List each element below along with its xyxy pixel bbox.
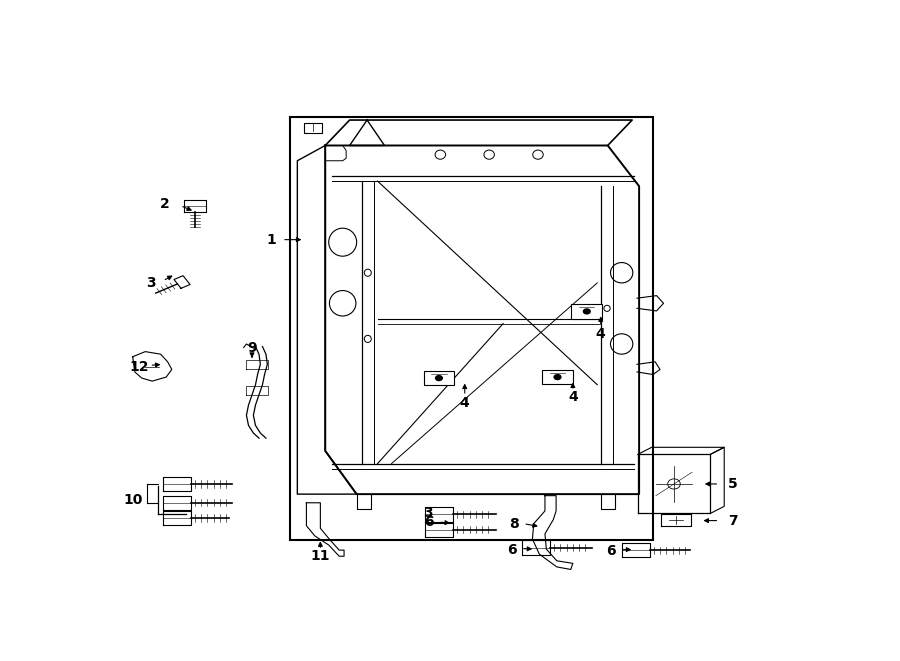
Bar xyxy=(304,122,322,133)
Text: 6: 6 xyxy=(424,515,433,529)
Bar xyxy=(424,371,454,385)
Text: 3: 3 xyxy=(423,506,433,520)
Text: 2: 2 xyxy=(160,197,170,211)
Bar xyxy=(291,118,653,540)
Text: 10: 10 xyxy=(123,493,143,507)
Circle shape xyxy=(436,375,442,381)
Text: 4: 4 xyxy=(596,327,606,341)
Text: 4: 4 xyxy=(460,395,470,410)
Bar xyxy=(572,304,602,319)
Bar xyxy=(542,369,573,384)
Text: 5: 5 xyxy=(728,477,737,491)
Text: 9: 9 xyxy=(248,341,256,355)
Text: 11: 11 xyxy=(310,549,330,563)
Text: 3: 3 xyxy=(146,276,156,290)
Text: 12: 12 xyxy=(130,360,148,374)
Text: 6: 6 xyxy=(606,544,616,558)
Text: 4: 4 xyxy=(568,391,578,405)
Circle shape xyxy=(583,309,590,314)
Text: 8: 8 xyxy=(508,517,518,531)
Circle shape xyxy=(554,375,561,379)
Text: 6: 6 xyxy=(507,543,517,557)
Text: 1: 1 xyxy=(266,233,276,247)
Text: 7: 7 xyxy=(728,514,737,527)
